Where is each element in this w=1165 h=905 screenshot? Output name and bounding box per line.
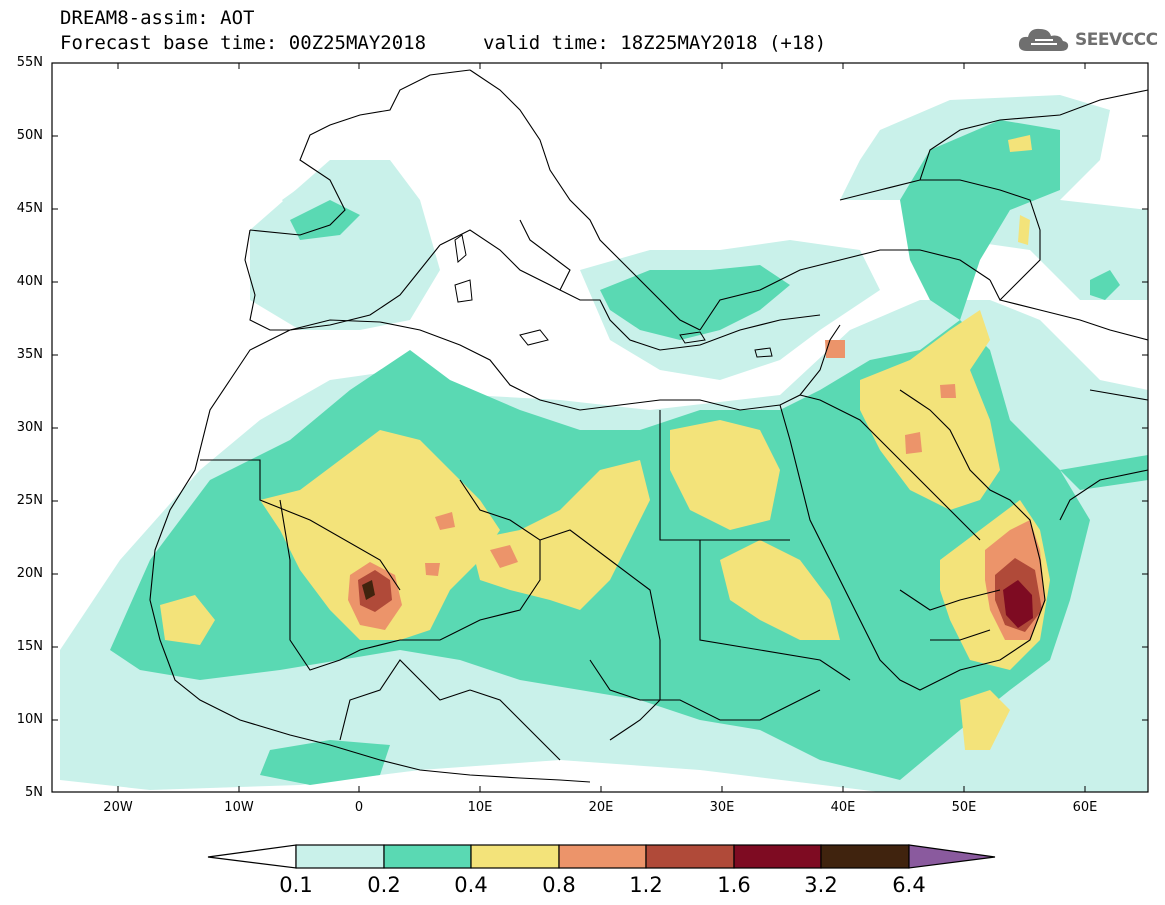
lon-tick: 40E (830, 800, 856, 815)
lon-tick: 60E (1072, 800, 1098, 815)
lat-tick: 20N (16, 566, 43, 581)
colorbar-bin (645, 844, 735, 869)
colorbar-label: 0.4 (454, 873, 488, 897)
colorbar-bin (383, 844, 472, 869)
map-title: DREAM8-assim: AOT (60, 7, 255, 29)
colorbar-bin (558, 844, 647, 869)
colorbar-under-arrow (207, 844, 297, 869)
lat-tick: 15N (16, 639, 43, 654)
colorbar-over-arrow (908, 844, 996, 869)
lat-tick: 50N (16, 128, 43, 143)
colorbar-bin (295, 844, 385, 869)
lat-tick: 45N (16, 201, 43, 216)
lat-tick: 25N (16, 493, 43, 508)
lat-tick: 35N (16, 347, 43, 362)
colorbar-label: 6.4 (892, 873, 926, 897)
colorbar-label: 1.2 (629, 873, 663, 897)
lat-tick: 30N (16, 420, 43, 435)
lon-tick: 50E (951, 800, 977, 815)
logo-text: SEEVCCC (1075, 30, 1158, 50)
colorbar (207, 844, 996, 869)
lat-tick: 10N (16, 712, 43, 727)
colorbar-label: 1.6 (717, 873, 751, 897)
colorbar-bin (733, 844, 822, 869)
valid-time: valid time: 18Z25MAY2018 (+18) (483, 32, 827, 54)
lat-tick: 40N (16, 274, 43, 289)
colorbar-label: 0.8 (542, 873, 576, 897)
lon-tick: 10W (224, 800, 254, 815)
lat-tick: 55N (16, 55, 43, 70)
lat-tick: 5N (25, 785, 43, 800)
lon-tick: 0 (354, 800, 364, 815)
lon-tick: 30E (709, 800, 735, 815)
seevccc-logo: SEEVCCC (1017, 24, 1158, 56)
colorbar-bin (470, 844, 560, 869)
colorbar-label: 0.1 (279, 873, 313, 897)
lon-tick: 20W (103, 800, 133, 815)
forecast-base-time: Forecast base time: 00Z25MAY2018 (60, 32, 427, 54)
lon-tick: 20E (588, 800, 614, 815)
colorbar-label: 0.2 (367, 873, 401, 897)
colorbar-label: 3.2 (804, 873, 838, 897)
colorbar-bin (820, 844, 910, 869)
aot-field (52, 63, 1148, 792)
lon-tick: 10E (467, 800, 493, 815)
cloud-icon (1018, 28, 1069, 51)
